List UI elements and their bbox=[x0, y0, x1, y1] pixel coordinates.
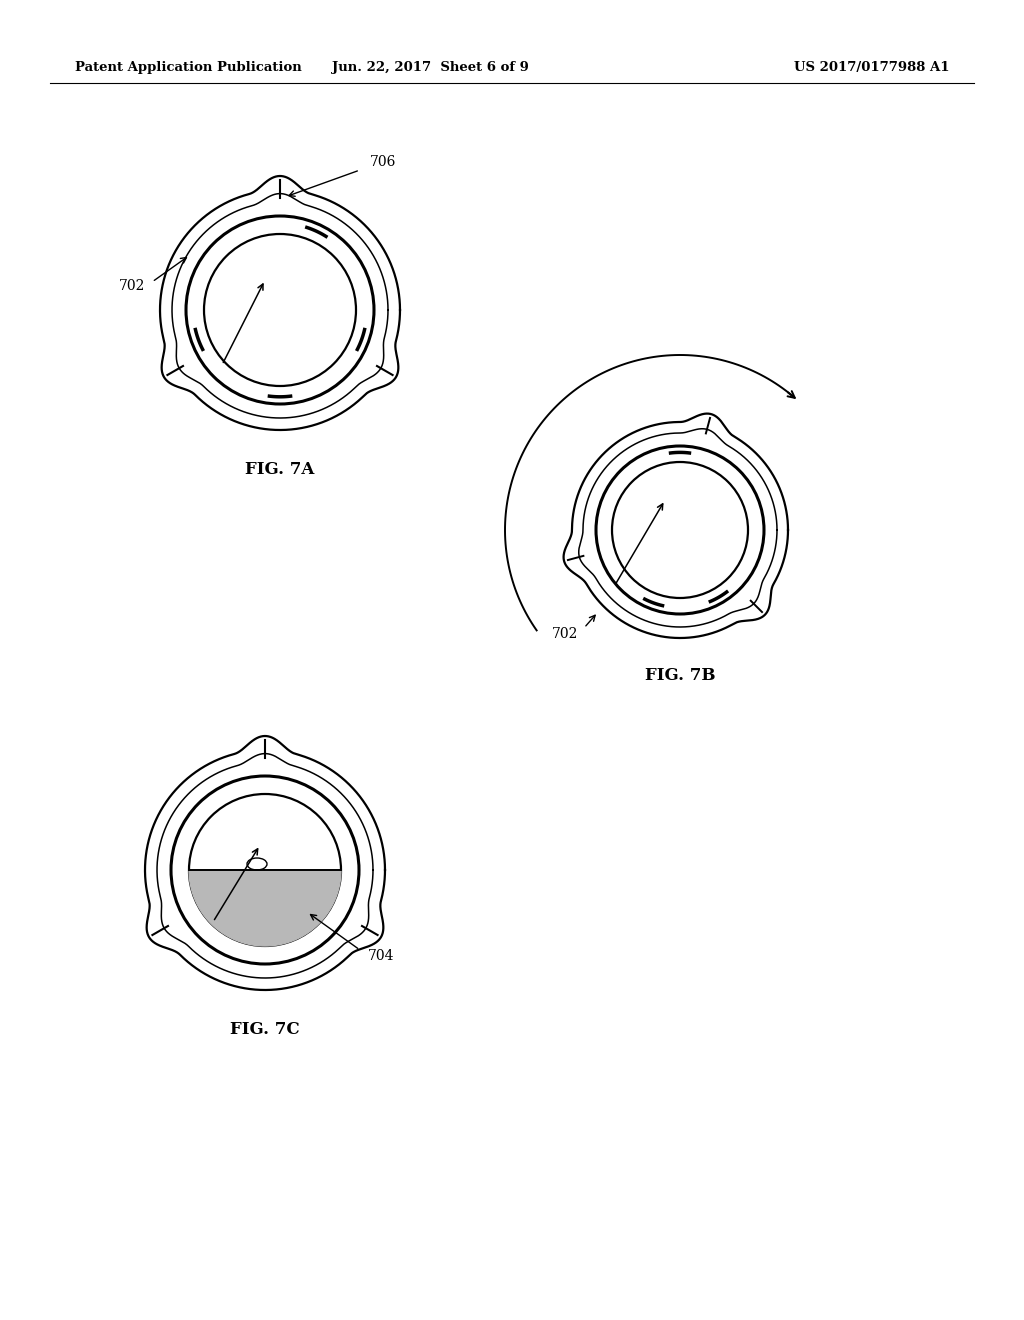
Text: FIG. 7A: FIG. 7A bbox=[246, 462, 314, 479]
Text: 704: 704 bbox=[368, 949, 394, 964]
Text: 702: 702 bbox=[552, 627, 578, 642]
Text: 706: 706 bbox=[370, 154, 396, 169]
Text: FIG. 7B: FIG. 7B bbox=[645, 668, 715, 685]
Text: FIG. 7C: FIG. 7C bbox=[230, 1022, 300, 1039]
Text: Patent Application Publication: Patent Application Publication bbox=[75, 62, 302, 74]
Text: Jun. 22, 2017  Sheet 6 of 9: Jun. 22, 2017 Sheet 6 of 9 bbox=[332, 62, 528, 74]
Polygon shape bbox=[189, 870, 341, 946]
Text: US 2017/0177988 A1: US 2017/0177988 A1 bbox=[795, 62, 950, 74]
Text: 702: 702 bbox=[119, 279, 145, 293]
